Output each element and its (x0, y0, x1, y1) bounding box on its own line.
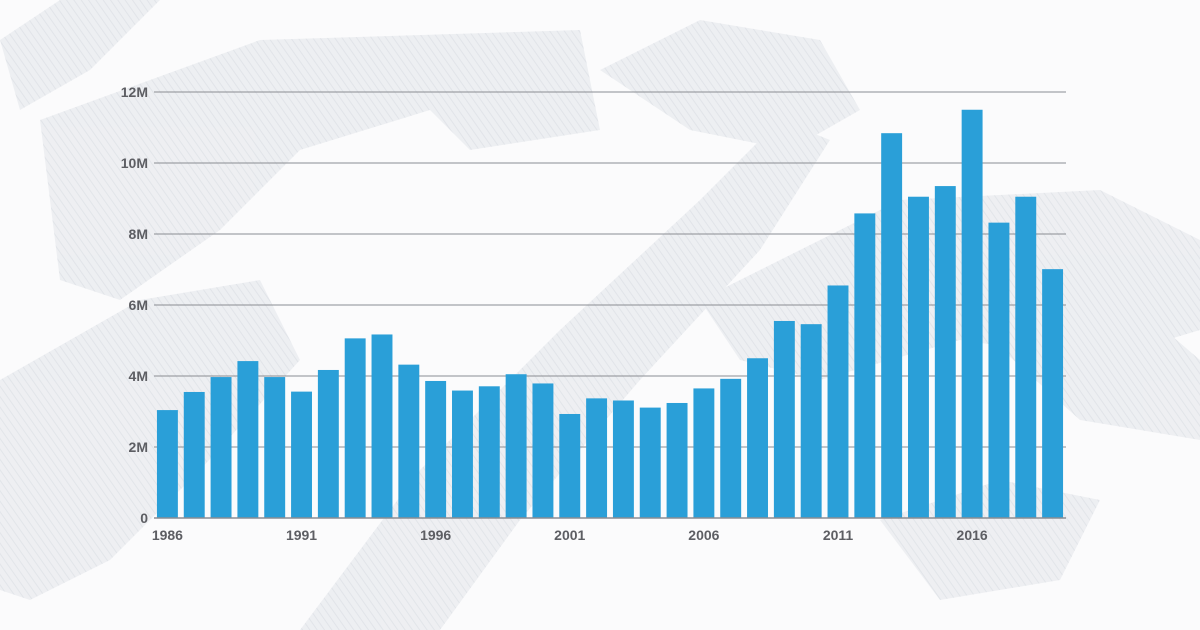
y-tick-label: 6M (129, 297, 148, 313)
gridlines (154, 91, 1066, 448)
bar-1995 (398, 364, 420, 518)
bar-1989 (237, 361, 259, 518)
bar-1993 (344, 338, 366, 518)
bar-2013 (881, 133, 903, 518)
bar-1990 (264, 377, 286, 518)
bar-2000 (532, 383, 554, 518)
x-tick-label: 2001 (554, 527, 585, 543)
bar-2017 (988, 222, 1010, 518)
bar-2001 (559, 413, 581, 518)
y-tick-label: 12M (121, 84, 148, 100)
bar-1986 (156, 410, 178, 518)
bar-1992 (317, 369, 339, 518)
bar-2004 (639, 407, 661, 518)
y-tick-label: 4M (129, 368, 148, 384)
x-tick-label: 1986 (152, 527, 183, 543)
bar-2010 (800, 324, 822, 518)
bar-1988 (210, 377, 232, 518)
y-tick-labels: 0 2M 4M 6M 8M 10M 12M (121, 84, 148, 526)
bar-2005 (666, 402, 688, 518)
bar-1999 (505, 374, 527, 518)
bar-2006 (693, 388, 715, 518)
bar-2012 (854, 213, 876, 518)
x-tick-label: 1996 (420, 527, 451, 543)
bar-2016 (961, 109, 983, 518)
bar-2003 (612, 400, 634, 518)
bar-2007 (720, 378, 742, 518)
bars (156, 109, 1064, 518)
bar-1991 (291, 391, 312, 518)
bar-1997 (452, 390, 473, 518)
bar-2008 (747, 358, 768, 518)
bar-2014 (908, 196, 929, 518)
x-tick-label: 2016 (957, 527, 988, 543)
y-tick-label: 2M (129, 439, 148, 455)
x-tick-label: 2006 (688, 527, 719, 543)
bar-2015 (934, 186, 956, 518)
y-tick-label: 0 (140, 510, 148, 526)
bar-1996 (425, 380, 447, 518)
bar-1987 (183, 391, 205, 518)
x-tick-label: 1991 (286, 527, 317, 543)
bar-2019 (1042, 269, 1064, 518)
bar-2009 (773, 320, 795, 518)
y-tick-label: 8M (129, 226, 148, 242)
bar-1998 (478, 386, 500, 518)
x-tick-label: 2011 (823, 527, 854, 543)
x-tick-labels: 1986 1991 1996 2001 2006 2011 2016 (152, 527, 988, 543)
y-tick-label: 10M (121, 155, 148, 171)
bar-2011 (827, 285, 849, 518)
bar-2018 (1015, 196, 1037, 518)
bar-2002 (586, 398, 608, 518)
bar-1994 (371, 334, 393, 518)
